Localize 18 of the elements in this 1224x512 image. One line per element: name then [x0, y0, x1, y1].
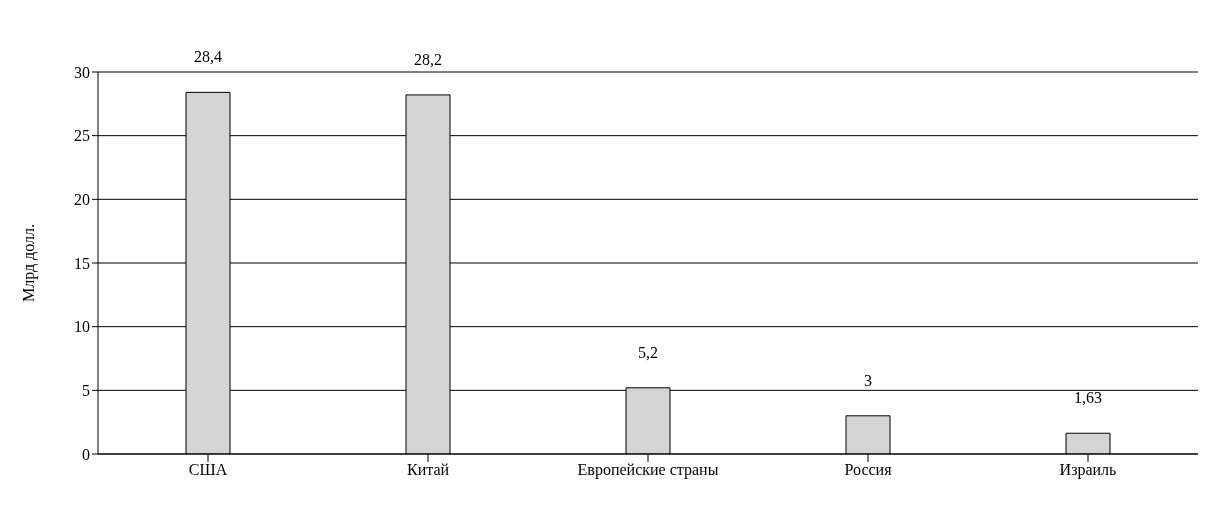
data-label: 5,2	[638, 343, 658, 361]
y-axis-title: Млрд долл.	[19, 223, 38, 303]
y-tick-label: 10	[74, 318, 90, 336]
x-tick-label: США	[188, 461, 228, 479]
y-tick-label: 30	[74, 63, 90, 81]
x-tick-label: Китай	[406, 461, 450, 479]
data-label: 28,2	[414, 50, 442, 68]
y-tick-label: 0	[82, 445, 90, 463]
data-label: 28,4	[194, 48, 222, 66]
x-tick-label: Россия	[844, 461, 893, 479]
y-tick-label: 5	[82, 382, 90, 400]
x-tick-label: Европейские страны	[577, 461, 719, 480]
y-tick-label: 20	[74, 191, 90, 209]
data-label: 1,63	[1074, 389, 1102, 407]
y-tick-label: 25	[74, 127, 90, 145]
y-tick-label: 15	[74, 254, 90, 272]
data-label: 3	[864, 371, 872, 389]
x-tick-label: Израиль	[1059, 461, 1117, 480]
